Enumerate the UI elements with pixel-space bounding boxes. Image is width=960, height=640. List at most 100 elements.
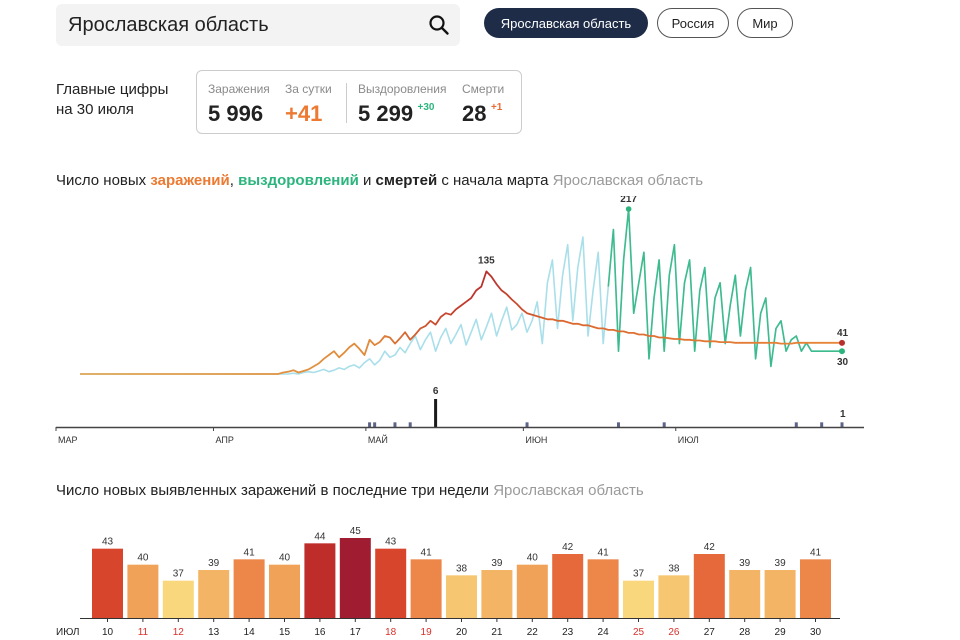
infections-last-label: 41 [837,328,849,339]
bar-value-label: 38 [668,563,680,574]
recoveries-line-light [80,208,842,375]
infections-label: Заражения [208,82,270,96]
deaths-bar [840,422,844,427]
day-tick-label: 13 [208,627,220,638]
tab-russia[interactable]: Россия [657,8,729,38]
bars-chart-title: Число новых выявленных заражений в после… [56,482,644,499]
deaths-bar [794,422,798,427]
bar-value-label: 40 [279,553,291,564]
month-tick-label: МАР [58,435,78,445]
bar-value-label: 43 [385,537,397,548]
bar [587,559,619,618]
bar-value-label: 39 [208,558,220,569]
bars-chart: ИЮЛ 43 10 40 11 37 12 39 13 41 14 40 15 44 16 45 17 43 18 4… [56,526,840,638]
month-tick-label: МАЙ [368,434,388,445]
bar-value-label: 41 [421,547,433,558]
bar-value-label: 40 [137,553,149,564]
bar [481,570,513,618]
deaths-last-label: 1 [840,409,846,420]
bar-value-label: 41 [244,547,256,558]
day-tick-label: 17 [350,627,362,638]
recoveries-peak-dot [625,206,632,212]
bar-value-label: 44 [314,531,326,542]
deaths-bar [373,422,377,427]
day-tick-label: 20 [456,627,468,638]
trend-title-part1: Число новых [56,172,151,189]
bar [339,538,371,618]
per-day-label: За сутки [285,82,332,96]
deaths-value: 28 [462,101,487,126]
day-tick-label: 23 [562,627,574,638]
day-tick-label: 21 [491,627,503,638]
stats-divider [346,83,347,123]
bars-month-label: ИЮЛ [56,627,79,638]
bar [304,543,336,618]
bar-value-label: 39 [775,558,787,569]
day-tick-label: 12 [173,627,185,638]
tab-yaroslavl-region[interactable]: Ярославская область [484,8,648,38]
day-tick-label: 18 [385,627,397,638]
deaths-delta: +1 [490,102,503,113]
bar [658,575,690,618]
deaths-bar [616,422,620,427]
bar [410,559,442,618]
bar-value-label: 42 [562,542,574,553]
deaths-bar [368,422,372,427]
deaths-bar [393,422,397,427]
recoveries-line [607,208,842,368]
trend-title-comma: , [229,172,239,189]
bar [729,570,761,618]
per-day-value: +41 [285,101,323,126]
day-tick-label: 25 [633,627,645,638]
infections-peak-label: 135 [478,255,495,266]
day-tick-label: 11 [138,627,149,638]
summary-heading-line2: на 30 июля [56,101,134,118]
tab-world[interactable]: Мир [737,8,793,38]
day-tick-label: 15 [279,627,291,638]
day-tick-label: 26 [668,627,680,638]
deaths-bar [820,422,824,427]
day-tick-label: 22 [527,627,539,638]
infections-line [80,270,842,375]
summary-heading: Главные цифры на 30 июля [56,80,168,120]
month-tick-label: ИЮЛ [678,435,699,445]
recoveries-peak-label: 217 [620,196,637,205]
bar [233,559,265,618]
recoveries-last-label: 30 [837,357,849,368]
bar [127,564,159,618]
infections-value: 5 996 [208,101,264,126]
recoveries-stat: 5 299 +30 [358,101,434,127]
bar-value-label: 38 [456,563,468,574]
day-tick-label: 14 [244,627,256,638]
summary-heading-line1: Главные цифры [56,81,169,98]
search-box [56,4,460,46]
trend-title-recoveries: выздоровлений [238,172,359,189]
day-tick-label: 27 [704,627,716,638]
deaths-peak-label: 6 [433,386,439,397]
recoveries-value: 5 299 [358,101,414,126]
bar [516,564,548,618]
bar [375,548,407,618]
recoveries-delta: +30 [417,102,435,113]
search-icon[interactable] [428,14,450,36]
deaths-bar [525,422,529,427]
day-tick-label: 19 [421,627,433,638]
bar [800,559,831,618]
trend-title-and: и [358,172,376,189]
month-tick-label: АПР [215,435,233,445]
recoveries-last-dot [839,348,845,355]
trend-title-part2: с начала марта [437,172,549,189]
bar [693,554,725,618]
search-input[interactable] [68,12,408,38]
trend-title-deaths: смертей [375,172,438,189]
trend-title-infections: заражений [150,172,230,189]
day-tick-label: 16 [314,627,326,638]
month-tick-label: ИЮН [525,435,547,445]
bar [552,554,584,618]
day-tick-label: 29 [775,627,787,638]
bar-value-label: 39 [739,558,751,569]
bar-value-label: 43 [102,537,114,548]
day-tick-label: 10 [102,627,114,638]
bars-title-region: Ярославская область [493,482,644,499]
bar-value-label: 37 [633,569,645,580]
